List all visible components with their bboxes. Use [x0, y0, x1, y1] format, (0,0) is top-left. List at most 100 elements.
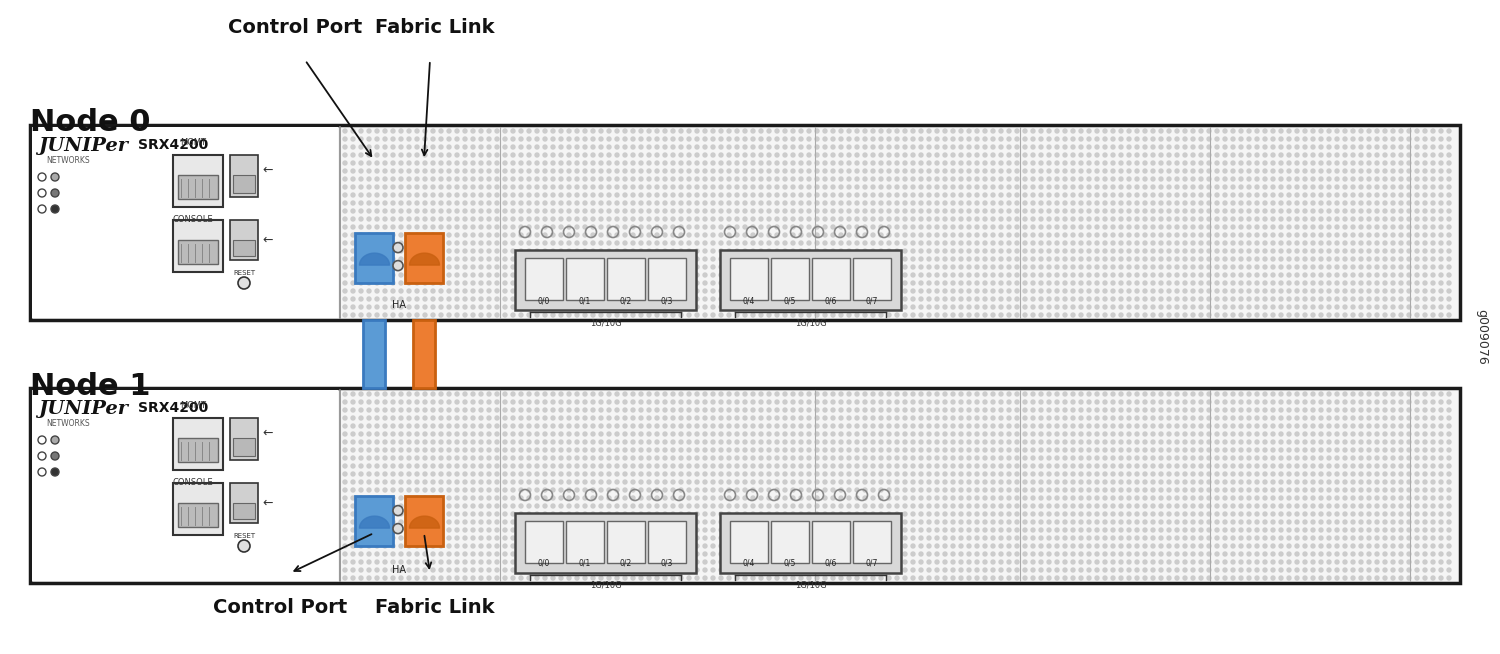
Circle shape — [968, 424, 970, 428]
Circle shape — [591, 536, 596, 540]
Circle shape — [711, 313, 716, 317]
Circle shape — [1246, 488, 1251, 492]
Circle shape — [1304, 313, 1306, 317]
Circle shape — [598, 408, 603, 412]
Circle shape — [1112, 560, 1114, 564]
Circle shape — [1150, 488, 1155, 492]
Circle shape — [478, 424, 483, 428]
Circle shape — [1366, 217, 1371, 221]
Circle shape — [1040, 145, 1042, 149]
Circle shape — [776, 408, 778, 412]
Circle shape — [968, 456, 970, 460]
Circle shape — [1071, 544, 1076, 548]
Circle shape — [759, 233, 764, 237]
Circle shape — [1239, 241, 1244, 245]
Circle shape — [855, 233, 859, 237]
Circle shape — [464, 177, 466, 181]
Circle shape — [503, 233, 507, 237]
Circle shape — [1071, 568, 1076, 572]
Circle shape — [1102, 249, 1107, 253]
Circle shape — [999, 137, 1004, 141]
Circle shape — [1143, 536, 1148, 540]
Circle shape — [1376, 241, 1378, 245]
Circle shape — [488, 504, 490, 508]
Circle shape — [1112, 576, 1114, 580]
Circle shape — [1287, 145, 1292, 149]
Circle shape — [368, 289, 370, 293]
Circle shape — [567, 528, 572, 532]
Circle shape — [543, 161, 548, 165]
Circle shape — [687, 488, 692, 492]
Circle shape — [1366, 448, 1371, 452]
Circle shape — [759, 305, 764, 309]
Circle shape — [51, 173, 58, 181]
Circle shape — [1054, 416, 1059, 420]
Circle shape — [992, 456, 994, 460]
Circle shape — [1232, 440, 1234, 444]
Circle shape — [862, 201, 867, 205]
Circle shape — [464, 392, 466, 396]
Circle shape — [488, 400, 490, 404]
Circle shape — [839, 488, 843, 492]
Circle shape — [934, 209, 939, 213]
Circle shape — [1208, 496, 1210, 500]
Circle shape — [934, 177, 939, 181]
Circle shape — [728, 169, 730, 173]
Circle shape — [1222, 201, 1227, 205]
Circle shape — [934, 488, 939, 492]
Circle shape — [1414, 305, 1419, 309]
Circle shape — [368, 576, 370, 580]
Circle shape — [968, 480, 970, 484]
Circle shape — [1431, 408, 1436, 412]
Circle shape — [1136, 472, 1138, 476]
Circle shape — [656, 289, 658, 293]
Circle shape — [1215, 265, 1219, 269]
Circle shape — [1335, 209, 1340, 213]
Circle shape — [1383, 576, 1388, 580]
Circle shape — [871, 424, 874, 428]
Circle shape — [1342, 424, 1347, 428]
Circle shape — [1095, 177, 1100, 181]
Circle shape — [815, 576, 819, 580]
Circle shape — [1448, 408, 1450, 412]
Circle shape — [519, 488, 524, 492]
Circle shape — [358, 257, 363, 261]
Circle shape — [238, 540, 250, 552]
Circle shape — [1088, 201, 1090, 205]
Circle shape — [1126, 153, 1131, 157]
Circle shape — [968, 544, 970, 548]
Circle shape — [639, 297, 644, 301]
Circle shape — [759, 297, 764, 301]
Circle shape — [471, 552, 476, 556]
Circle shape — [392, 440, 394, 444]
Circle shape — [1198, 137, 1203, 141]
Circle shape — [1150, 464, 1155, 468]
Circle shape — [886, 512, 891, 516]
Circle shape — [910, 177, 915, 181]
Circle shape — [358, 201, 363, 205]
Circle shape — [1030, 217, 1035, 221]
Circle shape — [440, 185, 442, 189]
Circle shape — [1400, 305, 1402, 309]
Circle shape — [584, 400, 586, 404]
Circle shape — [927, 480, 932, 484]
Circle shape — [622, 480, 627, 484]
Circle shape — [944, 201, 946, 205]
Circle shape — [503, 281, 507, 285]
Circle shape — [440, 576, 442, 580]
Circle shape — [896, 129, 898, 133]
Circle shape — [574, 520, 579, 524]
Circle shape — [1287, 480, 1292, 484]
Circle shape — [368, 464, 370, 468]
Circle shape — [1400, 560, 1402, 564]
Circle shape — [495, 233, 500, 237]
Circle shape — [598, 504, 603, 508]
Circle shape — [992, 169, 994, 173]
Circle shape — [847, 193, 850, 197]
Circle shape — [1184, 281, 1186, 285]
Circle shape — [495, 480, 500, 484]
Circle shape — [1390, 464, 1395, 468]
Circle shape — [1016, 217, 1019, 221]
Circle shape — [382, 448, 387, 452]
Circle shape — [982, 169, 987, 173]
